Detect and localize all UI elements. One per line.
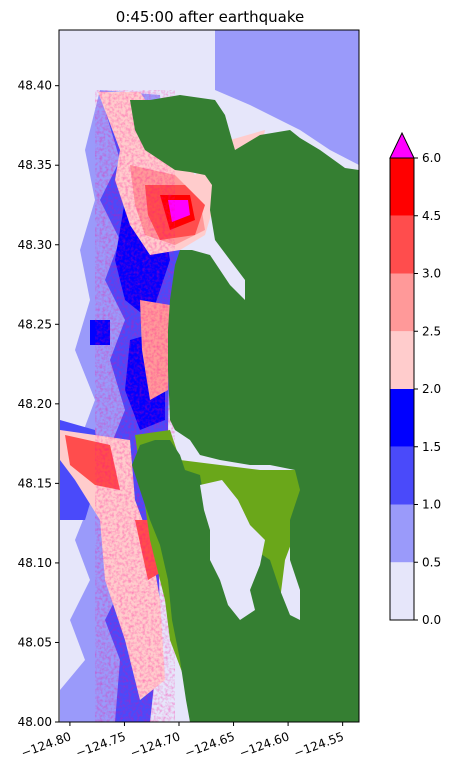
colorbar-segment [390, 389, 414, 447]
y-tick-label: 48.30 [18, 238, 52, 252]
y-tick-label: 48.20 [18, 397, 52, 411]
colorbar-segment [390, 331, 414, 389]
plot-area [59, 30, 359, 722]
colorbar-segment [390, 158, 414, 216]
wave-speckle [95, 90, 175, 722]
y-tick-label: 48.10 [18, 556, 52, 570]
colorbar-tick-label: 3.0 [422, 267, 441, 281]
colorbar-tick-label: 1.0 [422, 498, 441, 512]
colorbar-tick-label: 6.0 [422, 151, 441, 165]
colorbar-segment [390, 562, 414, 620]
x-tick-label: −124.70 [128, 729, 182, 760]
colorbar-segment [390, 273, 414, 332]
colorbar-tick-label: 1.5 [422, 440, 441, 454]
colorbar-extend-arrow [389, 131, 415, 159]
x-axis: −124.80 −124.75 −124.70 −124.65 −124.60 −124.… [19, 722, 346, 760]
y-tick-label: 48.15 [18, 476, 52, 490]
colorbar-segment [390, 504, 414, 563]
x-tick-label: −124.55 [292, 729, 346, 760]
x-tick-label: −124.65 [183, 729, 237, 760]
colorbar-tick-label: 0.0 [422, 613, 441, 627]
y-axis: 48.00 48.05 48.10 48.15 48.20 48.25 48.30 48.35… [18, 79, 59, 729]
colorbar-tick-label: 2.5 [422, 324, 441, 338]
colorbar-segment [390, 215, 414, 274]
x-tick-label: −124.75 [74, 729, 128, 760]
y-tick-label: 48.40 [18, 79, 52, 93]
sea-band-0.5 [215, 30, 359, 165]
x-tick-label: −124.60 [237, 729, 291, 760]
colorbar-tick-label: 2.0 [422, 382, 441, 396]
inland-bay [200, 480, 265, 620]
colorbar-tick-label: 4.5 [422, 209, 441, 223]
plot-frame [58, 29, 360, 723]
colorbar: 0.0 0.5 1.0 1.5 2.0 2.5 3.0 4.5 6.0 [389, 131, 441, 627]
colorbar-tick-label: 0.5 [422, 555, 441, 569]
x-tick-label: −124.80 [19, 729, 73, 760]
colorbar-segment [390, 446, 414, 505]
chart-title: 0:45:00 after earthquake [116, 8, 304, 26]
y-tick-label: 48.05 [18, 635, 52, 649]
y-tick-label: 48.35 [18, 158, 52, 172]
y-tick-label: 48.25 [18, 317, 52, 331]
y-tick-label: 48.00 [18, 715, 52, 729]
land-upland [130, 95, 359, 722]
